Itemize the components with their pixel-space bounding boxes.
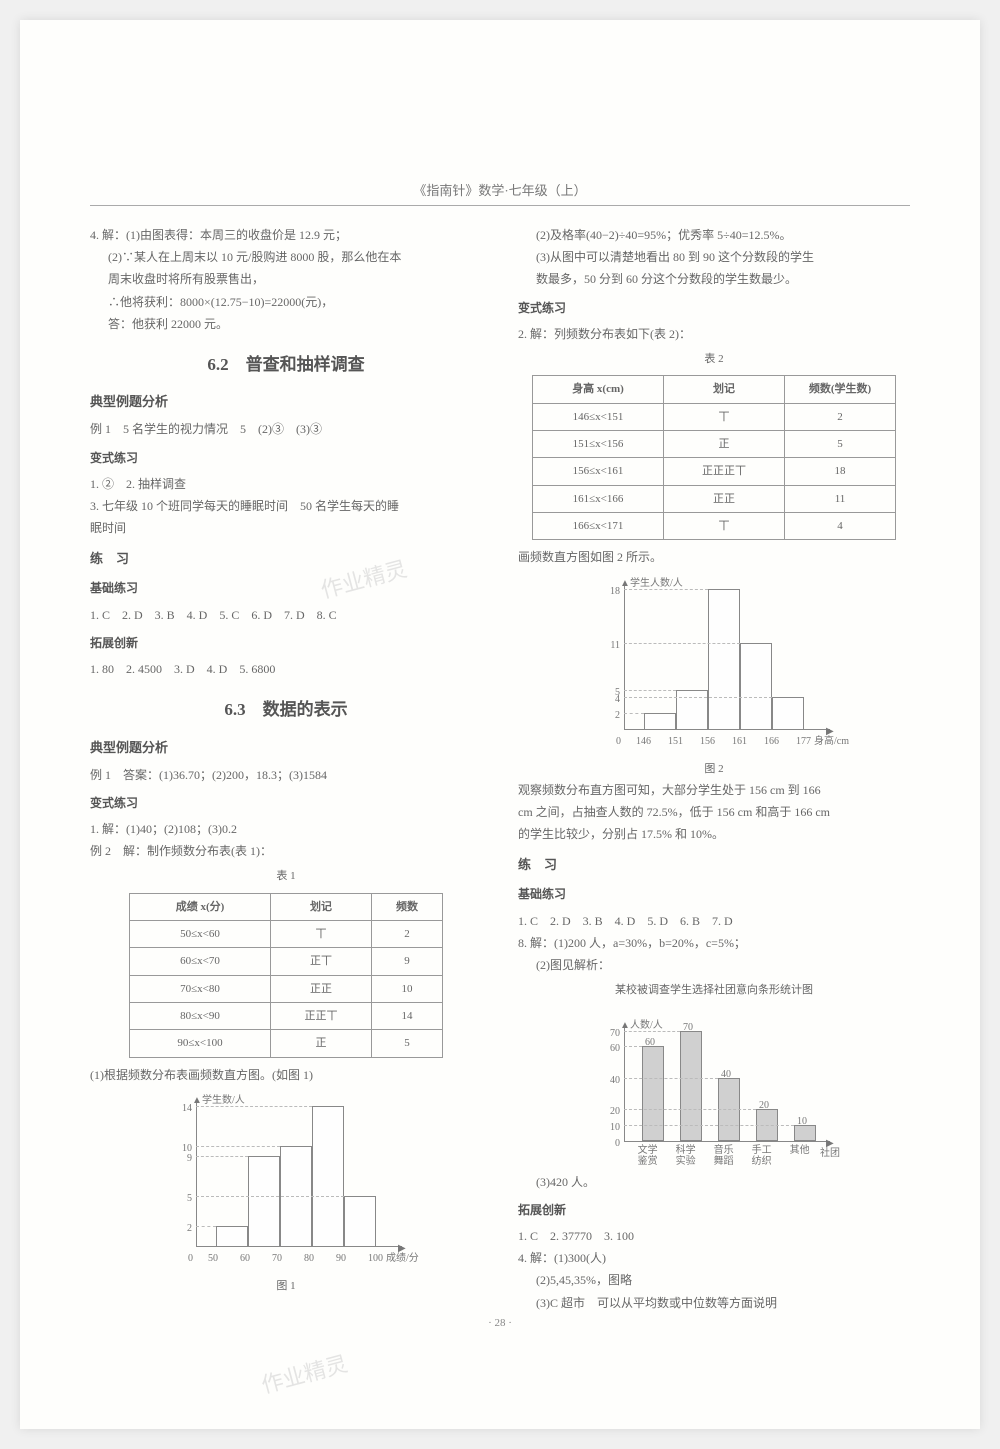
s62-l1: 1. ② 2. 抽样调查 (90, 473, 482, 495)
q4-line4: ∴他将获利：8000×(12.75−10)=22000(元)， (90, 291, 482, 313)
r-q8a: 8. 解：(1)200 人，a=30%，b=20%，c=5%； (518, 932, 910, 954)
heading-examples-62: 典型例题分析 (90, 390, 482, 414)
table-row: 151≤x<156正5 (533, 430, 896, 457)
t2-h1: 身高 x(cm) (533, 376, 664, 403)
page-header-title: 《指南针》数学·七年级（上） (90, 180, 910, 199)
r-l3: 数最多，50 分到 60 分这个分数段的学生数最少。 (518, 268, 910, 290)
table-row: 166≤x<171丅4 (533, 513, 896, 540)
q4-line3: 周末收盘时将所有股票售出， (90, 268, 482, 290)
watermark-2: 作业精灵 (257, 1346, 350, 1400)
r-jcl: 基础练习 (518, 883, 910, 905)
s63-ex1: 例 1 答案：(1)36.70；(2)200，18.3；(3)1584 (90, 764, 482, 786)
table-row: 146≤x<151丅2 (533, 403, 896, 430)
r-q8b: (2)图见解析： (518, 954, 910, 976)
table-2: 身高 x(cm) 划记 频数(学生数) 146≤x<151丅2 151≤x<15… (532, 375, 896, 540)
r-lx: 练 习 (518, 853, 910, 877)
chart3-title: 某校被调查学生选择社团意向条形统计图 (518, 980, 910, 1000)
chart2-caption: 图 2 (518, 759, 910, 779)
table-row: 70≤x<80正正10 (130, 975, 443, 1002)
r-bsl: 变式练习 (518, 297, 910, 319)
r-ans1: 1. C 2. D 3. B 4. D 5. D 6. B 7. D (518, 910, 910, 932)
q4-line2: (2)∵某人在上周末以 10 元/股购进 8000 股，那么他在本 (90, 246, 482, 268)
t1-h1: 成绩 x(分) (130, 893, 271, 920)
content-columns: 4. 解：(1)由图表得：本周三的收盘价是 12.9 元； (2)∵某人在上周末… (90, 224, 910, 1314)
s62-ans2: 1. 80 2. 4500 3. D 4. D 5. 6800 (90, 658, 482, 680)
table2-caption: 表 2 (518, 349, 910, 369)
page-number: · 28 · (20, 1317, 980, 1329)
table-1: 成绩 x(分) 划记 频数 50≤x<60丅2 60≤x<70正丅9 70≤x<… (129, 893, 443, 1058)
s62-jcl: 基础练习 (90, 577, 482, 599)
r-l1: (2)及格率(40−2)÷40=95%；优秀率 5÷40=12.5%。 (518, 224, 910, 246)
table-row: 161≤x<166正正11 (533, 485, 896, 512)
table1-caption: 表 1 (90, 866, 482, 886)
r-t4c: (3)C 超市 可以从平均数或中位数等方面说明 (518, 1292, 910, 1314)
s62-tzcx: 拓展创新 (90, 632, 482, 654)
right-column: (2)及格率(40−2)÷40=95%；优秀率 5÷40=12.5%。 (3)从… (518, 224, 910, 1314)
chart2-intro: 画频数直方图如图 2 所示。 (518, 546, 910, 568)
t1-h3: 频数 (372, 893, 443, 920)
table-row: 80≤x<90正正丅14 (130, 1003, 443, 1030)
t2-h3: 频数(学生数) (785, 376, 896, 403)
q4-line1: 4. 解：(1)由图表得：本周三的收盘价是 12.9 元； (90, 224, 482, 246)
table-row: 156≤x<161正正正丅18 (533, 458, 896, 485)
header-rule (90, 205, 910, 206)
s62-ans1: 1. C 2. D 3. B 4. D 5. C 6. D 7. D 8. C (90, 604, 482, 626)
r-t4b: (2)5,45,35%，图略 (518, 1269, 910, 1291)
s62-l3b: 眠时间 (90, 517, 482, 539)
s62-lx: 练 习 (90, 547, 482, 571)
r-tzcx: 拓展创新 (518, 1199, 910, 1221)
r-q8c: (3)420 人。 (518, 1171, 910, 1193)
heading-examples-63: 典型例题分析 (90, 736, 482, 760)
r-l2intro: 2. 解：列频数分布表如下(表 2)： (518, 323, 910, 345)
chart1-caption: 图 1 (90, 1276, 482, 1296)
r-t4a: 4. 解：(1)300(人) (518, 1247, 910, 1269)
chart-3-bar: ▲▶人数/人社团60文学 鉴赏70科学 实验40音乐 舞蹈20手工 纺织10其他… (584, 1011, 844, 1161)
s62-ex1: 例 1 5 名学生的视力情况 5 (2)③ (3)③ (90, 418, 482, 440)
s62-bsl: 变式练习 (90, 447, 482, 469)
r-l2: (3)从图中可以清楚地看出 80 到 90 这个分数段的学生 (518, 246, 910, 268)
q4-line5: 答：他获利 22000 元。 (90, 313, 482, 335)
chart1-intro: (1)根据频数分布表画频数直方图。(如图 1) (90, 1064, 482, 1086)
section-6-3-title: 6.3 数据的表示 (90, 694, 482, 725)
chart-1-histogram: ▲▶学生数/人成绩/分259101405060708090100 (156, 1096, 416, 1266)
s63-l1: 1. 解：(1)40；(2)108；(3)0.2 (90, 818, 482, 840)
table-row: 身高 x(cm) 划记 频数(学生数) (533, 376, 896, 403)
table-row: 90≤x<100正5 (130, 1030, 443, 1057)
s63-ex2: 例 2 解：制作频数分布表(表 1)： (90, 840, 482, 862)
s62-l3: 3. 七年级 10 个班同学每天的睡眠时间 50 名学生每天的睡 (90, 495, 482, 517)
left-column: 4. 解：(1)由图表得：本周三的收盘价是 12.9 元； (2)∵某人在上周末… (90, 224, 482, 1314)
chart-2-histogram: ▲▶学生人数/人身高/cm24511180146151156161166177 (584, 579, 844, 749)
t2-h2: 划记 (664, 376, 785, 403)
obs-l1: 观察频数分布直方图可知，大部分学生处于 156 cm 到 166 (518, 779, 910, 801)
table-row: 50≤x<60丅2 (130, 921, 443, 948)
obs-l3: 的学生比较少，分别占 17.5% 和 10%。 (518, 823, 910, 845)
table-row: 成绩 x(分) 划记 频数 (130, 893, 443, 920)
section-6-2-title: 6.2 普查和抽样调查 (90, 349, 482, 380)
r-t1: 1. C 2. 37770 3. 100 (518, 1225, 910, 1247)
table-row: 60≤x<70正丅9 (130, 948, 443, 975)
t1-h2: 划记 (271, 893, 372, 920)
page: 《指南针》数学·七年级（上） 4. 解：(1)由图表得：本周三的收盘价是 12.… (20, 20, 980, 1429)
obs-l2: cm 之间，占抽查人数的 72.5%，低于 156 cm 和高于 166 cm (518, 801, 910, 823)
s63-bsl: 变式练习 (90, 792, 482, 814)
